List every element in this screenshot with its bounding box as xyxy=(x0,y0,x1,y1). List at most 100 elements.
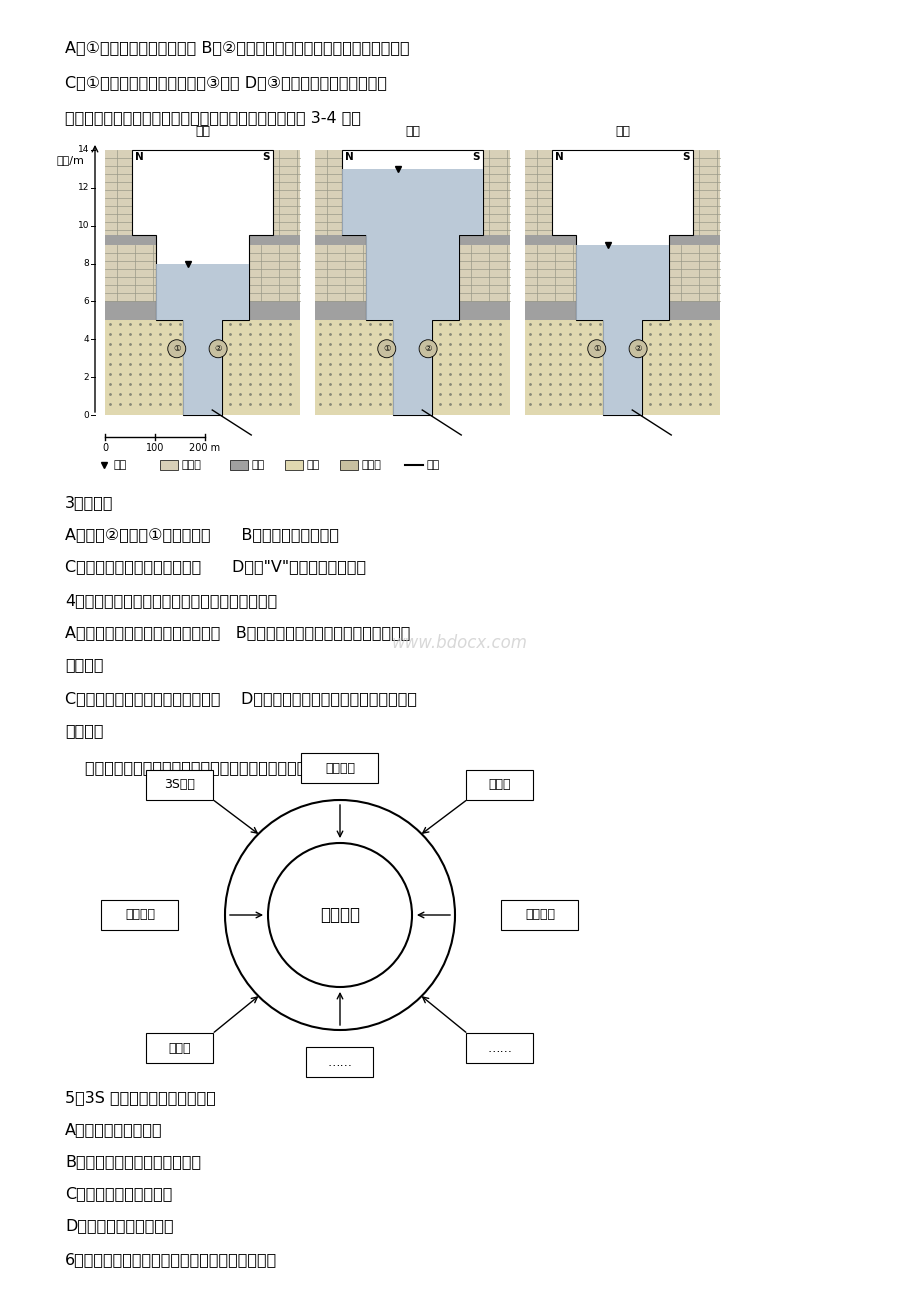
FancyBboxPatch shape xyxy=(160,460,177,470)
Text: N: N xyxy=(345,152,354,161)
Circle shape xyxy=(378,340,395,358)
Text: ①: ① xyxy=(173,344,180,353)
Text: C．是断层上发育形成的向斜谷      D．呈"V"型，适宜修建水库: C．是断层上发育形成的向斜谷 D．呈"V"型，适宜修建水库 xyxy=(65,559,366,574)
FancyBboxPatch shape xyxy=(230,460,248,470)
Text: 0: 0 xyxy=(102,443,108,453)
Text: A．水位上升时，河流搬运作用减弱   B．若该河流在北半球，该河段流向为自: A．水位上升时，河流搬运作用减弱 B．若该河流在北半球，该河段流向为自 xyxy=(65,625,410,641)
Circle shape xyxy=(587,340,605,358)
Text: 200 m: 200 m xyxy=(189,443,221,453)
Text: 中期: 中期 xyxy=(404,125,420,138)
Text: S: S xyxy=(682,152,689,161)
Text: 初期: 初期 xyxy=(195,125,210,138)
Text: 6．下列不属于智慧城市建设对城市发展作用的是: 6．下列不属于智慧城市建设对城市发展作用的是 xyxy=(65,1253,277,1267)
Text: 10: 10 xyxy=(77,221,89,230)
Text: C．整合、集成网络信息: C．整合、集成网络信息 xyxy=(65,1186,172,1200)
FancyBboxPatch shape xyxy=(285,460,302,470)
Polygon shape xyxy=(314,150,509,236)
Text: N: N xyxy=(135,152,144,161)
Polygon shape xyxy=(132,150,272,415)
Text: ②: ② xyxy=(424,344,431,353)
Polygon shape xyxy=(155,263,249,415)
Text: 物联网: 物联网 xyxy=(488,779,511,792)
Polygon shape xyxy=(105,302,300,320)
Polygon shape xyxy=(314,320,509,415)
FancyBboxPatch shape xyxy=(101,900,178,930)
Circle shape xyxy=(209,340,227,358)
FancyBboxPatch shape xyxy=(466,1032,533,1062)
Text: A．获取实时通讯信息: A．获取实时通讯信息 xyxy=(65,1122,163,1137)
Text: 石灰岩: 石灰岩 xyxy=(182,460,201,470)
Polygon shape xyxy=(525,150,720,236)
Text: ②: ② xyxy=(214,344,221,353)
Text: 后期: 后期 xyxy=(614,125,630,138)
Polygon shape xyxy=(525,320,720,415)
Text: A．①海域位于板块消亡边界 B．②洋流所在海域的大洋东海岸形成了大渔场: A．①海域位于板块消亡边界 B．②洋流所在海域的大洋东海岸形成了大渔场 xyxy=(65,40,409,55)
Text: 智慧政务: 智慧政务 xyxy=(324,762,355,775)
Text: 4．关于该河流的流向和本次洪水的说法正确的是: 4．关于该河流的流向和本次洪水的说法正确的是 xyxy=(65,592,277,608)
Polygon shape xyxy=(105,320,300,415)
Polygon shape xyxy=(575,245,669,415)
Text: 沉积物: 沉积物 xyxy=(361,460,381,470)
Polygon shape xyxy=(551,150,692,415)
Text: ……: …… xyxy=(327,1056,352,1069)
Text: ……: …… xyxy=(487,1042,512,1055)
FancyBboxPatch shape xyxy=(146,1032,213,1062)
Text: 云计算: 云计算 xyxy=(168,1042,191,1055)
Polygon shape xyxy=(342,169,482,415)
Text: 4: 4 xyxy=(84,335,89,344)
Text: C．①海域出现海雾的频率高于③海域 D．③海域附近蕴藏丰富的石油: C．①海域出现海雾的频率高于③海域 D．③海域附近蕴藏丰富的石油 xyxy=(65,76,387,90)
FancyBboxPatch shape xyxy=(301,753,378,783)
FancyBboxPatch shape xyxy=(146,769,213,799)
FancyBboxPatch shape xyxy=(466,769,533,799)
Text: 3S技术: 3S技术 xyxy=(165,779,195,792)
Text: A．岩层②比岩层①形成年代早      B．有可能成为地下河: A．岩层②比岩层①形成年代早 B．有可能成为地下河 xyxy=(65,527,338,542)
Text: N: N xyxy=(555,152,563,161)
Polygon shape xyxy=(342,150,482,415)
Text: 2: 2 xyxy=(84,372,89,381)
Text: 5．3S 技术为智慧城市建设提供: 5．3S 技术为智慧城市建设提供 xyxy=(65,1090,216,1105)
Polygon shape xyxy=(314,245,509,302)
Text: 智慧城市: 智慧城市 xyxy=(320,906,359,924)
Polygon shape xyxy=(525,236,720,245)
Text: 智慧交通: 智慧交通 xyxy=(525,909,554,922)
FancyBboxPatch shape xyxy=(306,1047,373,1077)
Polygon shape xyxy=(105,245,300,302)
FancyBboxPatch shape xyxy=(340,460,357,470)
Text: B．获取商业部门顾客流量数据: B．获取商业部门顾客流量数据 xyxy=(65,1154,201,1169)
Polygon shape xyxy=(314,236,509,245)
Polygon shape xyxy=(105,150,300,236)
Text: D．分析、管理空间信息: D．分析、管理空间信息 xyxy=(65,1217,174,1233)
Polygon shape xyxy=(525,302,720,320)
Text: ②: ② xyxy=(634,344,641,353)
Text: C．流量增大时，河流堆积作用增强    D．若该河流在南半球，该河段流向为自: C．流量增大时，河流堆积作用增强 D．若该河流在南半球，该河段流向为自 xyxy=(65,691,416,706)
Circle shape xyxy=(629,340,646,358)
Text: 西向东流: 西向东流 xyxy=(65,658,103,672)
Text: 断层: 断层 xyxy=(426,460,440,470)
Text: 100: 100 xyxy=(145,443,164,453)
Text: 砂岩: 砂岩 xyxy=(307,460,320,470)
Text: 智慧社区: 智慧社区 xyxy=(125,909,154,922)
Text: 14: 14 xyxy=(77,146,89,155)
Circle shape xyxy=(267,842,412,987)
Text: 河面: 河面 xyxy=(114,460,127,470)
Text: 3．该河谷: 3．该河谷 xyxy=(65,495,113,510)
Circle shape xyxy=(225,799,455,1030)
Text: www.bdocx.com: www.bdocx.com xyxy=(391,634,528,652)
Text: 下图示意新一代信息技术支撑下的智慧城市。读图回答 5-6 题。: 下图示意新一代信息技术支撑下的智慧城市。读图回答 5-6 题。 xyxy=(85,760,371,775)
Text: 6: 6 xyxy=(83,297,89,306)
Text: S: S xyxy=(471,152,479,161)
Circle shape xyxy=(419,340,437,358)
Polygon shape xyxy=(525,245,720,302)
Polygon shape xyxy=(105,236,300,245)
Text: 页岩: 页岩 xyxy=(252,460,265,470)
Circle shape xyxy=(167,340,186,358)
Text: S: S xyxy=(262,152,269,161)
Polygon shape xyxy=(314,302,509,320)
FancyBboxPatch shape xyxy=(501,900,578,930)
Text: 0: 0 xyxy=(83,410,89,419)
Text: 12: 12 xyxy=(77,184,89,193)
Text: 下图示意某河谷断面经历的一次洪水过程。读图，回答第 3-4 题。: 下图示意某河谷断面经历的一次洪水过程。读图，回答第 3-4 题。 xyxy=(65,109,360,125)
Text: 水位/m: 水位/m xyxy=(56,155,84,165)
Text: 8: 8 xyxy=(83,259,89,268)
Text: ①: ① xyxy=(593,344,600,353)
